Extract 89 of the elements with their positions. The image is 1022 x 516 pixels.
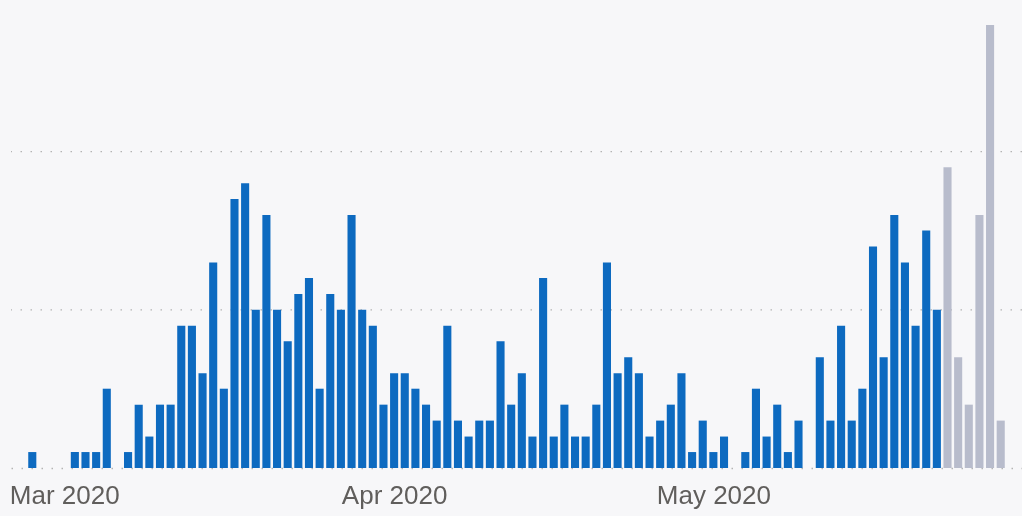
bar — [783, 452, 792, 468]
bar — [794, 420, 803, 468]
bar — [336, 309, 345, 468]
bar — [890, 215, 899, 468]
bar — [92, 452, 101, 468]
bar — [124, 452, 133, 468]
bar — [294, 293, 303, 468]
bar — [996, 420, 1005, 468]
bar — [496, 341, 505, 468]
bar — [570, 436, 580, 468]
bar — [613, 373, 622, 468]
bar — [741, 452, 750, 468]
bar — [826, 420, 835, 468]
bar — [411, 388, 420, 468]
bar — [283, 341, 292, 468]
bar — [815, 357, 824, 468]
bar — [70, 452, 79, 468]
bar — [347, 215, 356, 468]
bar — [517, 373, 526, 468]
bar — [134, 404, 143, 468]
bar — [581, 436, 590, 468]
bar — [911, 325, 920, 468]
bar — [773, 404, 782, 468]
bar — [954, 357, 963, 468]
bar — [858, 388, 867, 468]
x-tick-label: Mar 2020 — [9, 479, 120, 510]
bar — [453, 420, 463, 468]
bar — [868, 246, 878, 468]
bar — [634, 373, 643, 468]
bar — [602, 262, 611, 468]
bar — [975, 215, 984, 468]
bar — [507, 404, 516, 468]
bar — [422, 404, 431, 468]
bar — [273, 309, 282, 468]
bar — [485, 420, 494, 468]
bar — [219, 388, 228, 468]
bar — [986, 25, 995, 468]
bar — [719, 436, 729, 468]
bar — [81, 452, 90, 468]
bar — [837, 325, 846, 468]
bar — [358, 309, 367, 468]
x-tick-label: May 2020 — [656, 479, 771, 510]
bar — [230, 199, 239, 468]
bar — [209, 262, 218, 468]
bar — [464, 436, 473, 468]
bar — [539, 277, 548, 468]
bar — [315, 388, 324, 468]
bar — [656, 420, 665, 468]
bar — [709, 452, 718, 468]
bar — [624, 357, 633, 468]
bar — [198, 373, 207, 468]
bar — [528, 436, 537, 468]
bar — [932, 309, 941, 468]
bar — [304, 277, 314, 468]
bar — [688, 452, 697, 468]
bar — [177, 325, 186, 468]
bar — [847, 420, 856, 468]
bar — [241, 183, 250, 468]
bar — [645, 436, 654, 468]
bar — [592, 404, 601, 468]
bar — [964, 404, 973, 468]
bar — [368, 325, 377, 468]
x-tick-label: Apr 2020 — [341, 479, 448, 510]
bar — [900, 262, 909, 468]
bar — [762, 436, 771, 468]
bar — [390, 373, 399, 468]
bar — [166, 404, 175, 468]
bar — [326, 293, 335, 468]
bar — [751, 388, 760, 468]
bar — [475, 420, 484, 468]
bar — [187, 325, 196, 468]
bar — [698, 420, 707, 468]
bar — [145, 436, 154, 468]
bar — [560, 404, 569, 468]
bar — [432, 420, 441, 468]
bar — [922, 230, 931, 468]
bar — [666, 404, 675, 468]
bar — [379, 404, 388, 468]
bar — [262, 215, 271, 468]
bar — [251, 309, 260, 468]
bar — [943, 167, 952, 468]
bar — [155, 404, 165, 468]
bar — [400, 373, 409, 468]
bar — [28, 452, 37, 468]
bar — [677, 373, 686, 468]
bar — [879, 357, 888, 468]
bar — [102, 388, 111, 468]
bar — [549, 436, 558, 468]
bar — [443, 325, 452, 468]
